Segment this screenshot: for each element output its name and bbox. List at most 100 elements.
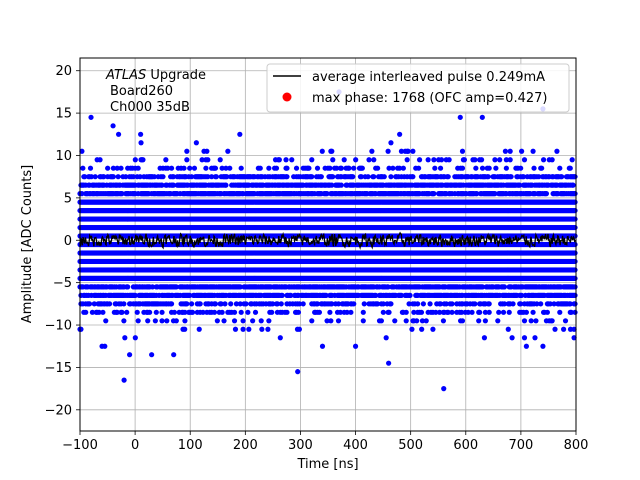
scatter-point [386,309,392,315]
scatter-point [211,309,218,315]
scatter-point [479,284,486,290]
scatter-point [552,326,558,332]
scatter-point [187,292,193,298]
scatter-point [572,275,578,282]
scatter-point [398,292,405,298]
scatter-point [196,326,202,332]
scatter-point [245,309,251,315]
scatter-point [378,318,385,324]
scatter-point [218,301,224,307]
scatter-point [500,309,507,315]
scatter-point [549,318,555,324]
scatter-point [279,292,285,298]
scatter-point [409,326,415,332]
scatter-point [572,241,578,248]
scatter-point [327,309,333,315]
scatter-point [506,309,512,315]
scatter-point [182,318,188,324]
scatter-point [96,309,102,315]
scatter-point [270,301,276,307]
scatter-point [430,326,436,332]
scatter-point [159,309,165,315]
scatter-point [278,301,284,307]
scatter-point [465,309,471,315]
scatter-point [246,326,252,332]
scatter-point [380,301,386,307]
scatter-point [240,318,246,324]
scatter-point [200,309,206,315]
scatter-point [240,326,246,332]
scatter-point [562,318,569,324]
scatter-point [324,318,330,324]
scatter-point [532,335,538,341]
scatter-point [486,309,492,315]
scatter-point [445,309,451,315]
scatter-point [572,301,578,307]
scatter-point [521,335,528,341]
scatter-point [521,318,528,324]
scatter-point [567,301,573,307]
scatter-point [124,309,130,315]
scatter-point [415,301,421,307]
scatter-point [106,301,113,307]
scatter-point [481,335,488,341]
scatter-point [572,267,578,273]
scatter-point [328,318,334,324]
scatter-point [572,284,578,290]
scatter-point [496,309,502,315]
scatter-point [91,301,97,307]
scatter-point [572,258,578,265]
scatter-point [103,318,109,324]
scatter-point [296,301,302,307]
scatter-point [153,309,159,315]
scatter-point [132,335,138,341]
scatter-point [572,309,578,315]
scatter-point [403,309,409,315]
scatter-point [403,318,409,324]
scatter-point [534,301,540,307]
scatter-point [482,318,488,324]
scatter-point [329,301,335,307]
scatter-point [433,309,439,315]
scatter-point [132,292,138,298]
scatter-point [523,309,530,315]
scatter-point [407,292,413,298]
scatter-point [316,309,323,315]
scatter-point [243,301,249,307]
scatter-point [423,318,429,324]
scatter-point [335,301,342,307]
scatter-point [530,309,536,315]
scatter-point [572,250,578,256]
scatter-point [231,309,238,315]
scatter-point [411,309,417,315]
scatter-point [571,326,577,332]
scatter-point [274,301,281,307]
scatter-point [414,318,420,324]
scatter-point [335,318,342,324]
scatter-point [568,309,574,315]
scatter-point [258,318,264,324]
scatter-point [443,301,449,307]
scatter-point [360,318,366,324]
scatter-point [551,301,557,307]
scatter-point [212,301,219,307]
scatter-point [237,284,243,290]
scatter-point [449,309,455,315]
scatter-point [250,318,256,324]
scatter-point [277,335,283,341]
scatter-point [121,301,127,307]
scatter-point [440,318,447,324]
scatter-point [437,301,444,307]
scatter-point [266,318,272,324]
scatter-point [135,318,141,324]
scatter-point [295,309,302,315]
scatter-point [486,301,492,307]
scatter-point [418,309,425,315]
scatter-point [159,318,165,324]
scatter-point [519,292,525,298]
scatter-point [419,318,426,324]
scatter-point [420,301,426,307]
scatter-point [337,309,343,315]
scatter-point [509,335,515,341]
scatter-point [237,301,243,307]
